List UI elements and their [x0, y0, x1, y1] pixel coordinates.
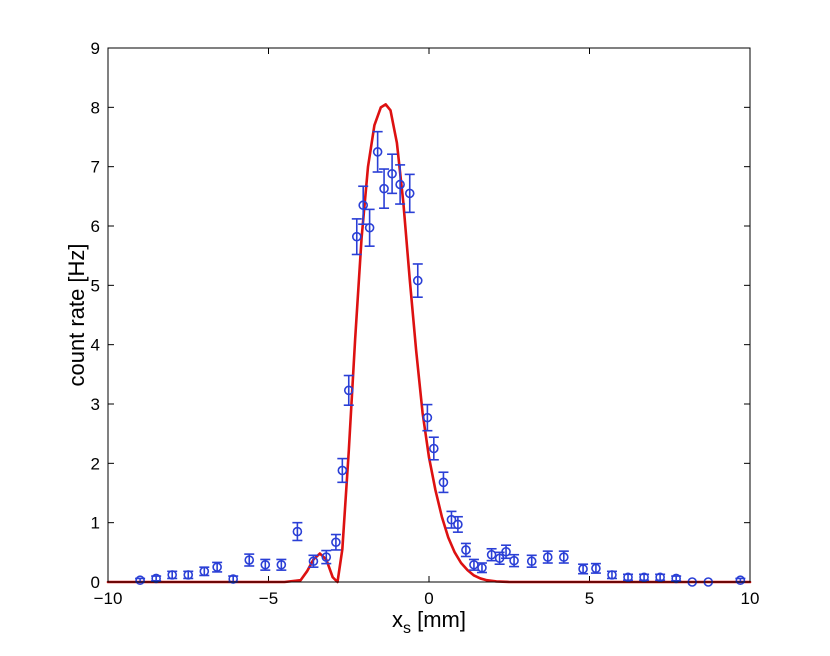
data-point — [542, 552, 553, 562]
data-point — [331, 537, 341, 548]
data-point — [395, 179, 405, 190]
x-axis-label: xs [mm] — [392, 607, 466, 637]
data-point — [461, 545, 471, 555]
y-tick-label: 4 — [91, 336, 100, 355]
x-axis-label-unit: [mm] — [411, 607, 466, 632]
data-point — [343, 385, 354, 396]
data-point — [351, 231, 362, 242]
y-tick-label: 7 — [91, 158, 100, 177]
data-point — [276, 559, 287, 570]
data-point — [526, 556, 537, 567]
data-point — [387, 168, 397, 179]
data-point — [228, 574, 238, 584]
tick-labels: −10 −5 0 5 10 0 1 2 3 4 5 6 7 8 9 — [91, 39, 760, 608]
x-tick-label: 5 — [585, 589, 594, 608]
y-tick-label: 2 — [91, 454, 100, 473]
data-point — [446, 514, 457, 525]
data-point — [559, 552, 569, 562]
data-point — [379, 183, 389, 194]
data-point — [135, 575, 145, 586]
x-tick-label: −5 — [259, 589, 278, 608]
data-point — [358, 200, 368, 211]
data-point — [292, 526, 303, 537]
x-tick-label: −10 — [94, 589, 123, 608]
data-points-layer — [135, 130, 746, 587]
data-point — [509, 555, 519, 566]
data-point — [167, 570, 177, 580]
y-tick-label: 9 — [91, 39, 100, 58]
axes-box — [107, 47, 751, 583]
data-point — [429, 443, 439, 454]
data-point — [578, 564, 588, 574]
plot-area — [108, 48, 750, 582]
data-point — [486, 549, 497, 560]
data-point — [591, 563, 601, 574]
data-point — [477, 562, 487, 573]
data-point — [412, 275, 423, 286]
data-point — [321, 552, 332, 562]
x-axis-label-main: x — [392, 607, 403, 632]
data-point — [364, 222, 375, 233]
x-axis-label-subscript: s — [403, 620, 411, 637]
y-tick-label: 8 — [91, 98, 100, 117]
data-point — [501, 546, 511, 557]
data-point — [244, 555, 255, 565]
data-point — [655, 572, 665, 583]
data-point — [183, 570, 194, 580]
y-tick-label: 0 — [91, 573, 100, 592]
data-point — [404, 188, 415, 199]
data-point — [212, 562, 222, 572]
data-point — [453, 519, 463, 530]
data-point — [422, 412, 433, 423]
y-tick-label: 1 — [91, 514, 100, 533]
data-point — [623, 572, 633, 583]
data-point — [438, 477, 449, 488]
y-tick-label: 6 — [91, 217, 100, 236]
data-point — [735, 575, 746, 586]
data-point — [260, 559, 271, 570]
y-tick-label: 3 — [91, 395, 100, 414]
data-point — [199, 566, 210, 577]
data-point — [308, 556, 319, 567]
data-point — [337, 465, 348, 476]
x-tick-label: 10 — [741, 589, 760, 608]
x-tick-label: 0 — [424, 589, 433, 608]
y-tick-label: 5 — [91, 276, 100, 295]
data-point — [639, 572, 649, 583]
data-point — [372, 147, 383, 157]
data-point — [607, 570, 617, 580]
y-axis-label: count rate [Hz] — [64, 243, 89, 386]
data-point — [469, 559, 479, 570]
